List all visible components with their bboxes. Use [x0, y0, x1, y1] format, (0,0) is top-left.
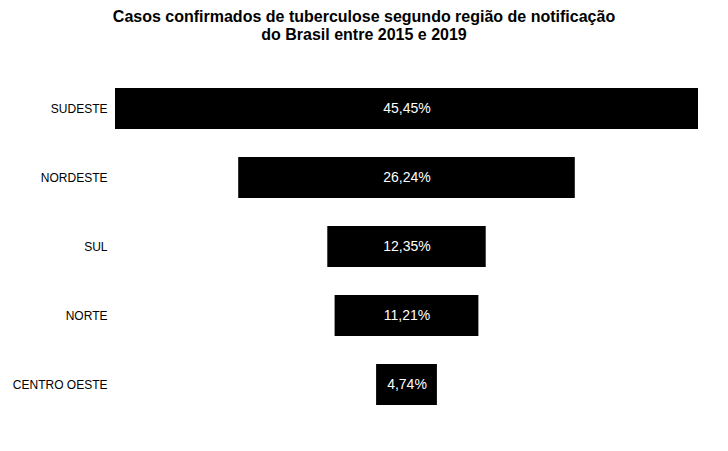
svg-text:45,45%: 45,45% — [383, 100, 430, 116]
svg-text:SUL: SUL — [84, 240, 108, 254]
svg-text:4,74%: 4,74% — [387, 376, 427, 392]
svg-text:11,21%: 11,21% — [384, 307, 430, 323]
html-text:Casos confirmados de tuberculo: Casos confirmados de tuberculose segundo… — [112, 8, 616, 43]
svg-text:NORTE: NORTE — [66, 309, 108, 323]
svg-text:CENTRO OESTE: CENTRO OESTE — [13, 378, 108, 392]
svg-text:SUDESTE: SUDESTE — [51, 102, 108, 116]
svg-text:26,24%: 26,24% — [383, 169, 430, 185]
svg-text:12,35%: 12,35% — [383, 238, 430, 254]
svg-text:NORDESTE: NORDESTE — [41, 171, 108, 185]
